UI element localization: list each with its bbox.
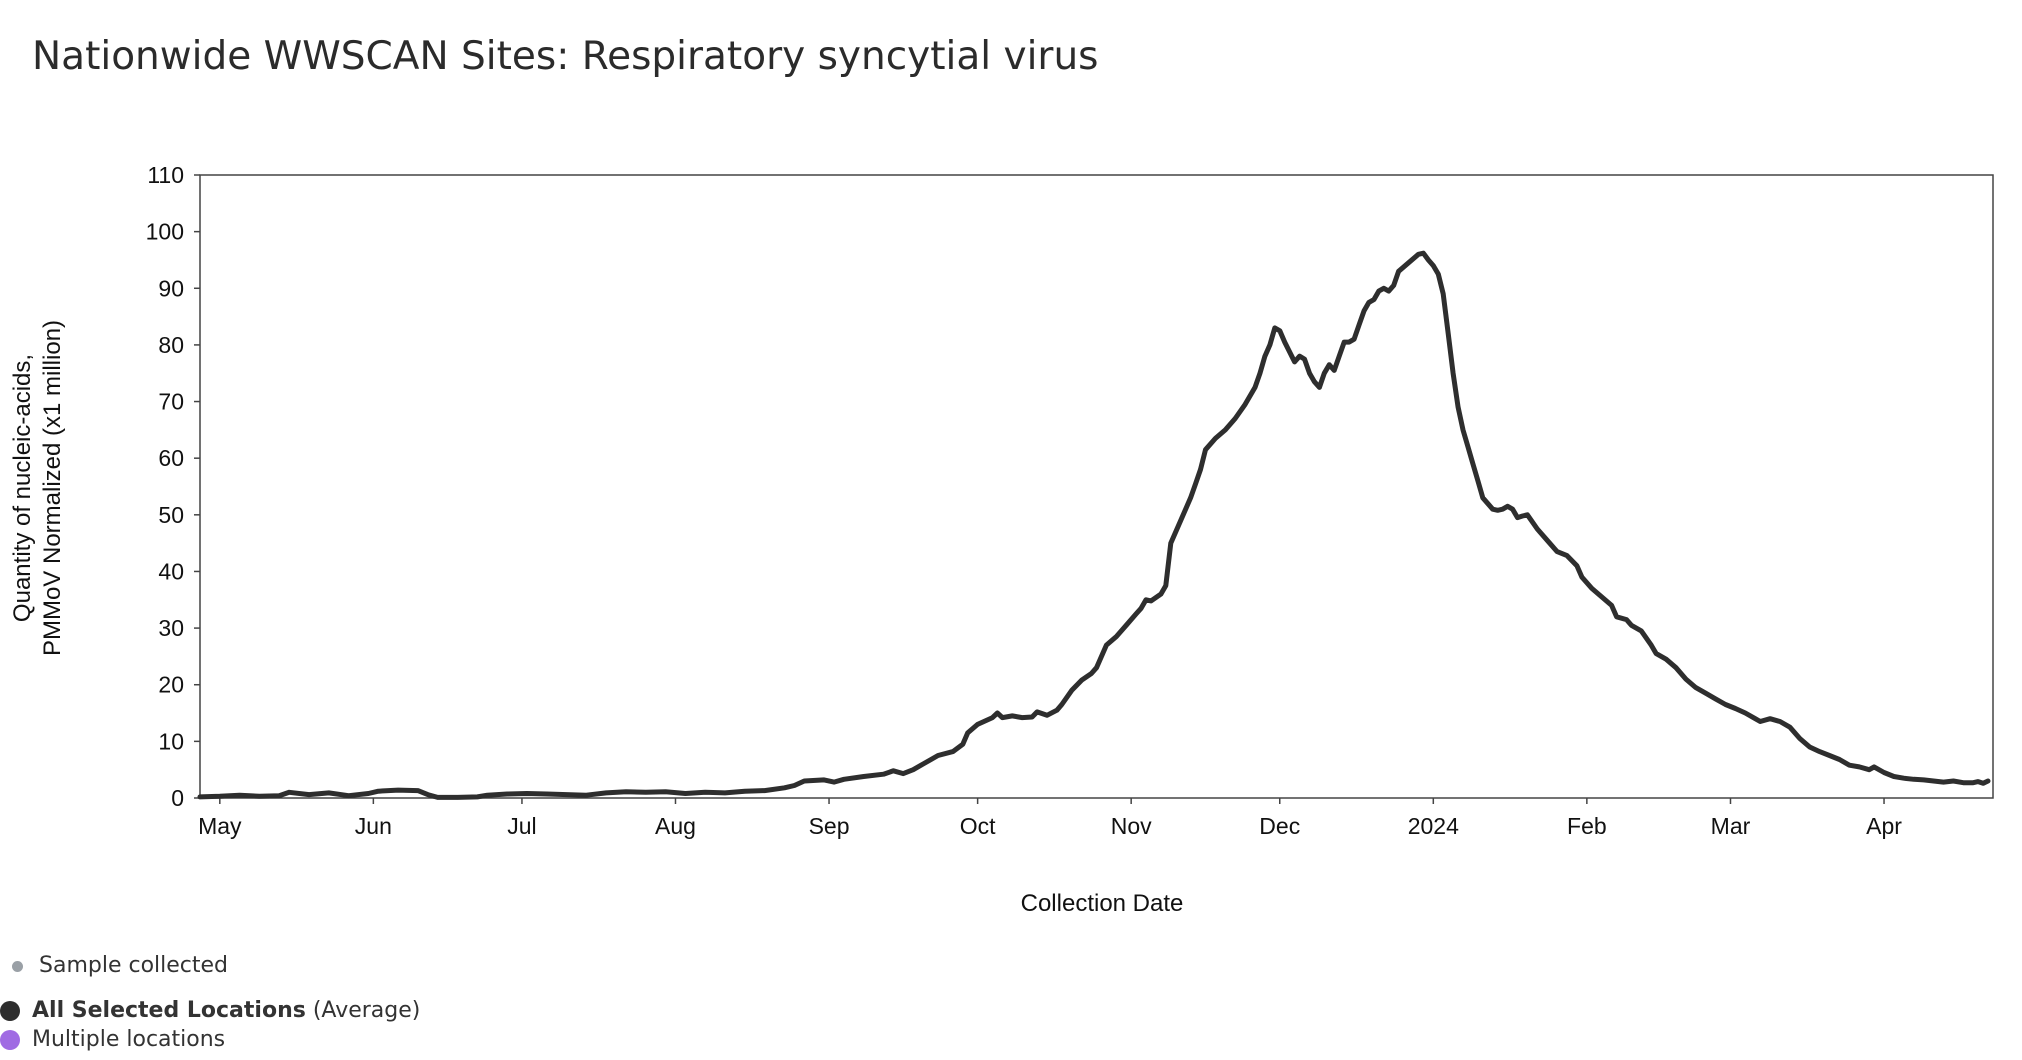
y-tick-label: 0 [171, 785, 184, 811]
y-tick-label: 20 [158, 672, 184, 698]
x-tick-label: May [198, 813, 242, 839]
plot-area [199, 174, 1994, 799]
y-axis-label-line1: Quantity of nucleic-acids, [9, 354, 36, 622]
y-tick-label: 90 [158, 275, 184, 301]
x-tick-label: Aug [655, 813, 696, 839]
x-tick-label: Feb [1567, 813, 1607, 839]
x-tick-label: 2024 [1408, 813, 1459, 839]
y-tick-label: 60 [158, 445, 184, 471]
y-tick-label: 70 [158, 389, 184, 415]
y-tick-label: 110 [147, 162, 184, 188]
y-axis-label: Quantity of nucleic-acids, PMMoV Normali… [9, 320, 66, 656]
legend-multiple-locations[interactable]: Multiple locations [0, 1027, 225, 1052]
sample-dot-icon [12, 960, 23, 972]
x-tick-label: Jun [355, 813, 392, 839]
multiple-dot-icon [0, 1030, 20, 1050]
y-tick-label: 40 [158, 558, 184, 584]
series-dot-icon [0, 1001, 20, 1021]
legend-sample-collected-label: Sample collected [39, 953, 229, 978]
legend-all-selected-suffix: (Average) [312, 998, 421, 1023]
y-tick-label: 100 [146, 219, 184, 245]
y-tick-label: 80 [158, 332, 184, 358]
x-tick-label: Dec [1259, 813, 1300, 839]
page-title: Nationwide WWSCAN Sites: Respiratory syn… [32, 34, 1099, 79]
y-tick-label: 10 [158, 728, 184, 754]
legend-all-selected-label: All Selected Locations [32, 998, 306, 1023]
x-tick-label: Jul [507, 813, 536, 839]
x-tick-label: Mar [1711, 813, 1751, 839]
y-tick-label: 50 [158, 502, 184, 528]
series-line-all-selected [197, 250, 1991, 800]
x-tick-label: Nov [1111, 813, 1152, 839]
y-axis-label-line2: PMMoV Normalized (x1 million) [39, 320, 66, 656]
legend-multiple-locations-label: Multiple locations [32, 1027, 226, 1052]
legend-all-selected[interactable]: All Selected Locations (Average) [0, 998, 420, 1023]
x-tick-label: Oct [960, 813, 996, 839]
y-tick-label: 30 [158, 615, 184, 641]
x-tick-label: Sep [809, 813, 850, 839]
x-axis-label: Collection Date [1021, 890, 1184, 917]
legend-sample-collected: Sample collected [12, 953, 228, 978]
y-axis: 0 10 20 30 40 50 60 70 80 90 100 110 [146, 162, 200, 811]
x-tick-label: Apr [1866, 813, 1902, 839]
x-axis: May Jun Jul Aug Sep Oct Nov Dec 2024 Feb Mar Apr [198, 798, 1902, 839]
